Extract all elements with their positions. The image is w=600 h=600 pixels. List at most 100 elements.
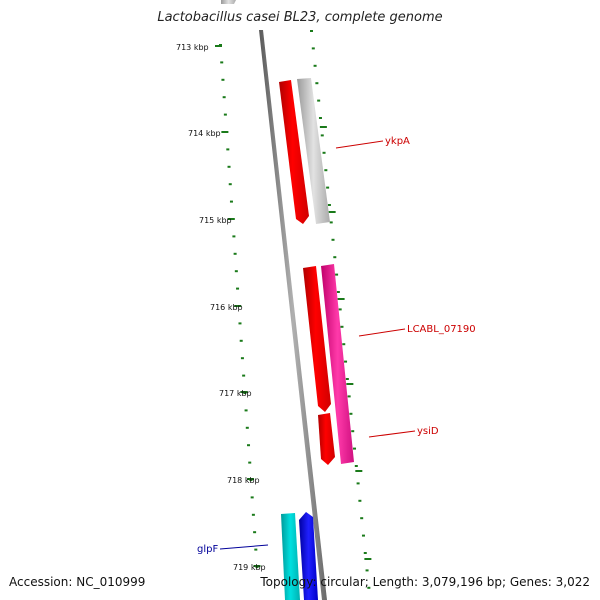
map-title: Lactobacillus casei BL23, complete genom… (157, 10, 443, 25)
gene-label-ysiD: ysiD (417, 426, 439, 437)
outer-minor-tick (310, 30, 313, 32)
inner-minor-tick (242, 374, 246, 377)
outer-minor-tick (347, 395, 351, 398)
accession-label: Accession: NC_010999 (9, 575, 146, 589)
outer-major-tick (337, 298, 345, 300)
outer-major-tick (319, 126, 327, 128)
outer-minor-tick (336, 291, 340, 293)
genome-backbone (259, 30, 327, 600)
gene-LCABL_07190 (321, 264, 354, 464)
tick-label-716: 716 kbp (210, 303, 243, 312)
inner-minor-tick (229, 200, 233, 203)
major-tick (247, 478, 255, 480)
outer-minor-tick (326, 186, 330, 189)
outer-minor-tick (317, 99, 321, 102)
major-tick (240, 391, 248, 393)
outer-minor-tick (324, 169, 328, 172)
outer-minor-tick (358, 499, 362, 502)
outer-minor-tick (354, 465, 358, 467)
glpF-leader (219, 544, 269, 550)
outer-minor-tick (315, 82, 319, 85)
outer-major-tick (328, 211, 336, 213)
inner-minor-tick (250, 496, 254, 499)
outer-minor-tick (335, 273, 339, 276)
outer-minor-tick (356, 482, 360, 485)
gene-ykpA (297, 78, 330, 224)
tick-label-717: 717 kbp (219, 389, 252, 398)
outer-minor-tick (342, 343, 346, 346)
outer-minor-tick (365, 569, 369, 572)
gene-label-glpF: glpF (197, 544, 218, 555)
tick-label-719: 719 kbp (233, 563, 266, 572)
inner-minor-tick (253, 531, 257, 534)
major-tick (221, 131, 229, 133)
outer-minor-tick (329, 221, 333, 224)
inner-minor-tick (240, 357, 244, 360)
outer-minor-tick (367, 586, 371, 589)
inner-minor-tick (220, 61, 224, 64)
tick-label-715: 715 kbp (199, 216, 232, 225)
outer-major-tick (364, 558, 372, 560)
major-ticks (215, 45, 372, 567)
outer-minor-tick (361, 534, 365, 537)
gene-red-2 (303, 266, 331, 412)
tick-label-713: 713 kbp (176, 43, 209, 52)
tick-label-718: 718 kbp (227, 476, 260, 485)
inner-minor-tick (226, 148, 230, 151)
inner-minor-tick (238, 322, 242, 325)
gene-glpF (281, 513, 300, 600)
gene-blue (299, 512, 318, 600)
outer-major-tick (346, 383, 354, 385)
major-tick (234, 305, 242, 307)
gene-red-3 (318, 413, 335, 465)
tick-label-714: 714 kbp (188, 129, 221, 138)
inner-minor-tick (228, 183, 232, 186)
outer-minor-tick (320, 134, 324, 137)
outer-tick-dots (310, 30, 371, 589)
inner-minor-tick (233, 252, 237, 255)
outer-major-tick (355, 470, 363, 472)
gene-label-LCABL_07190: LCABL_07190 (407, 324, 476, 335)
inner-minor-tick (247, 444, 251, 447)
inner-minor-tick (221, 78, 225, 81)
outer-minor-tick (338, 308, 342, 311)
outer-minor-tick (331, 238, 335, 241)
outer-minor-tick (313, 64, 317, 67)
inner-minor-tick (251, 513, 255, 516)
inner-minor-tick (232, 235, 236, 238)
inner-minor-tick (236, 287, 240, 290)
major-tick (253, 565, 261, 567)
major-tick (227, 218, 235, 220)
outer-minor-tick (322, 151, 326, 154)
inner-minor-tick (239, 339, 243, 342)
outer-minor-tick (327, 204, 331, 206)
inner-minor-tick (244, 409, 248, 412)
outer-minor-tick (340, 325, 344, 328)
inner-minor-tick (222, 96, 226, 99)
LCABL_07190-leader (358, 328, 406, 337)
ykpA-leader (335, 140, 384, 149)
outer-minor-tick (351, 430, 355, 433)
gene-label-ykpA: ykpA (385, 136, 410, 147)
outer-minor-tick (360, 517, 364, 520)
outer-minor-tick (318, 117, 322, 119)
gene-red-1 (279, 80, 309, 224)
major-tick (215, 45, 222, 47)
inner-minor-tick (245, 426, 249, 429)
outer-minor-tick (311, 47, 315, 50)
inner-minor-tick (248, 461, 252, 464)
outer-minor-tick (349, 412, 353, 415)
inner-minor-tick (234, 270, 238, 273)
genome-summary: Topology: circular; Length: 3,079,196 bp… (260, 575, 590, 589)
outer-minor-tick (353, 447, 357, 450)
ysiD-leader (368, 430, 416, 438)
outer-minor-tick (344, 360, 348, 363)
inner-minor-tick (227, 165, 231, 168)
gene-fragment-top (221, 0, 236, 4)
outer-minor-tick (345, 378, 349, 380)
outer-minor-tick (363, 552, 367, 554)
inner-minor-tick (254, 548, 258, 551)
inner-minor-tick (223, 113, 227, 116)
outer-minor-tick (333, 256, 337, 259)
